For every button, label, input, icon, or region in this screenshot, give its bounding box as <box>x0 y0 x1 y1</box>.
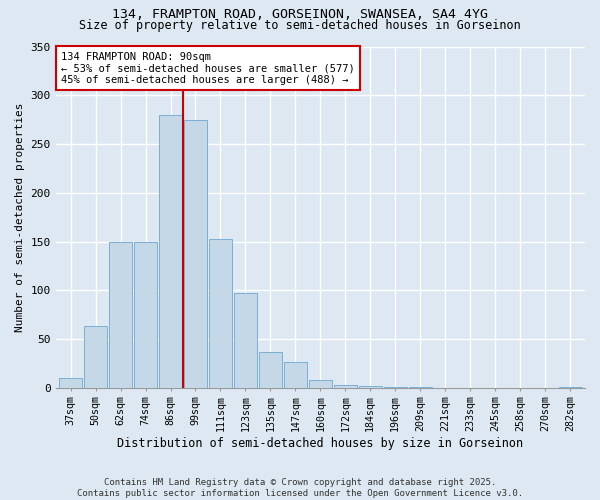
X-axis label: Distribution of semi-detached houses by size in Gorseinon: Distribution of semi-detached houses by … <box>117 437 523 450</box>
Bar <box>59 378 82 388</box>
Bar <box>184 120 207 388</box>
Bar <box>259 352 282 388</box>
Bar <box>409 387 431 388</box>
Text: Contains HM Land Registry data © Crown copyright and database right 2025.
Contai: Contains HM Land Registry data © Crown c… <box>77 478 523 498</box>
Bar <box>284 362 307 388</box>
Bar <box>209 238 232 388</box>
Bar <box>134 242 157 388</box>
Text: 134 FRAMPTON ROAD: 90sqm
← 53% of semi-detached houses are smaller (577)
45% of : 134 FRAMPTON ROAD: 90sqm ← 53% of semi-d… <box>61 52 355 85</box>
Bar <box>234 293 257 388</box>
Bar <box>359 386 382 388</box>
Bar <box>334 385 357 388</box>
Bar <box>159 115 182 388</box>
Bar <box>109 242 132 388</box>
Bar <box>84 326 107 388</box>
Bar <box>384 387 407 388</box>
Text: 134, FRAMPTON ROAD, GORSEINON, SWANSEA, SA4 4YG: 134, FRAMPTON ROAD, GORSEINON, SWANSEA, … <box>112 8 488 20</box>
Bar <box>559 387 581 388</box>
Y-axis label: Number of semi-detached properties: Number of semi-detached properties <box>15 102 25 332</box>
Text: Size of property relative to semi-detached houses in Gorseinon: Size of property relative to semi-detach… <box>79 19 521 32</box>
Bar <box>309 380 332 388</box>
